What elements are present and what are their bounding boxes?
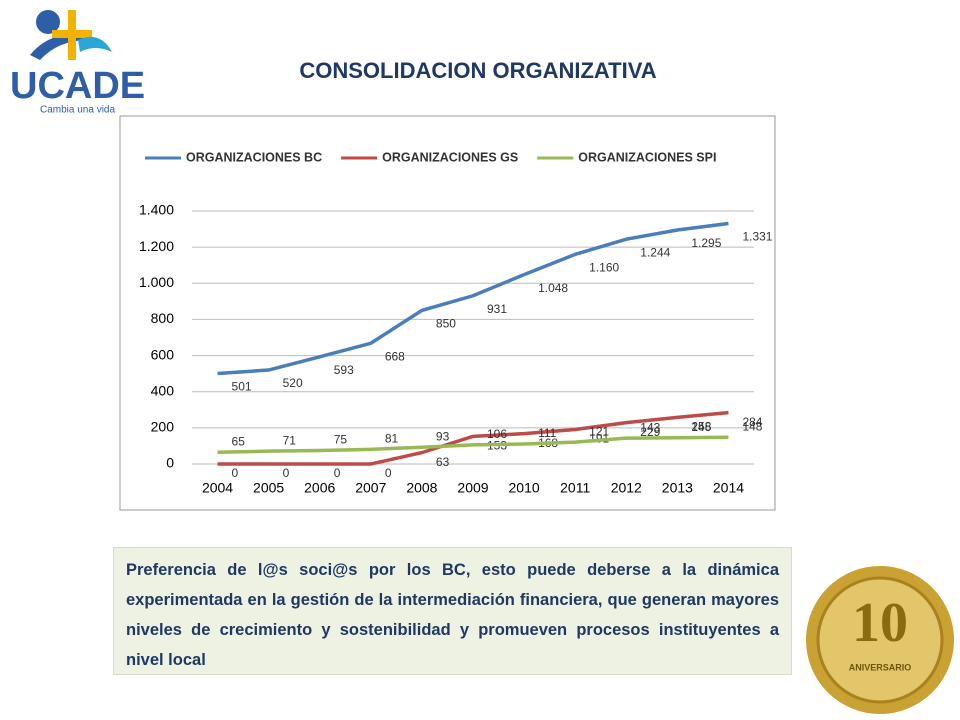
data-label: 0 xyxy=(283,466,290,480)
logo: UCADE Cambia una vida xyxy=(10,10,145,116)
y-tick-label: 1.000 xyxy=(139,274,174,290)
data-label: 850 xyxy=(436,317,456,331)
data-label: 1.048 xyxy=(538,281,568,295)
data-label: 0 xyxy=(334,466,341,480)
data-label: 593 xyxy=(334,363,354,377)
badge-label: ANIVERSARIO xyxy=(849,662,912,672)
x-tick-label: 2009 xyxy=(457,480,488,496)
x-tick-label: 2011 xyxy=(560,480,590,496)
x-tick-label: 2006 xyxy=(304,480,335,496)
data-label: 501 xyxy=(232,380,252,394)
data-label: 65 xyxy=(232,434,246,448)
data-label: 1.331 xyxy=(742,230,772,244)
data-label: 148 xyxy=(742,419,762,433)
y-tick-label: 600 xyxy=(151,346,175,362)
legend-label: ORGANIZACIONES SPI xyxy=(578,150,716,164)
x-tick-label: 2004 xyxy=(202,480,233,496)
x-tick-label: 2012 xyxy=(611,480,642,496)
data-label: 284 xyxy=(742,415,762,429)
y-tick-label: 0 xyxy=(166,455,174,471)
data-label: 81 xyxy=(385,432,399,446)
series-line xyxy=(217,221,729,376)
data-label: 106 xyxy=(487,427,507,441)
x-tick-label: 2008 xyxy=(406,480,437,496)
data-label: 63 xyxy=(436,455,450,469)
logo-text: UCADE xyxy=(10,65,145,107)
y-tick-label: 800 xyxy=(151,310,175,326)
x-tick-label: 2005 xyxy=(253,480,284,496)
data-label: 143 xyxy=(640,420,660,434)
data-label: 1.244 xyxy=(640,245,670,259)
slide-title: CONSOLIDACION ORGANIZATIVA xyxy=(299,58,656,83)
y-tick-label: 200 xyxy=(151,419,175,435)
data-label: 229 xyxy=(640,425,660,439)
data-label: 668 xyxy=(385,349,405,363)
data-label: 93 xyxy=(436,429,450,443)
note-text: Preferencia de l@s soci@s por los BC, es… xyxy=(113,547,792,675)
data-label: 0 xyxy=(385,466,392,480)
data-label: 111 xyxy=(538,426,557,440)
legend-label: ORGANIZACIONES BC xyxy=(186,150,322,164)
data-label: 1.295 xyxy=(691,236,721,250)
x-tick-label: 2010 xyxy=(509,480,540,496)
legend-label: ORGANIZACIONES GS xyxy=(382,150,518,164)
data-label: 258 xyxy=(691,420,711,434)
y-tick-label: 1.400 xyxy=(139,202,174,218)
data-label: 0 xyxy=(232,466,239,480)
badge: 10 ANIVERSARIO xyxy=(806,566,954,714)
data-label: 75 xyxy=(334,433,348,447)
x-tick-label: 2014 xyxy=(713,480,744,496)
series-line xyxy=(217,435,729,455)
badge-number: 10 xyxy=(852,592,908,654)
y-tick-label: 400 xyxy=(151,382,175,398)
data-label: 520 xyxy=(283,376,303,390)
data-label: 1.160 xyxy=(589,261,619,275)
y-tick-label: 1.200 xyxy=(139,238,174,254)
x-tick-label: 2013 xyxy=(662,480,693,496)
data-label: 71 xyxy=(283,433,297,447)
logo-tagline: Cambia una vida xyxy=(40,105,115,116)
series-line xyxy=(217,410,729,466)
data-label: 121 xyxy=(589,424,609,438)
data-label: 931 xyxy=(487,302,507,316)
data-label: 145 xyxy=(691,420,711,434)
x-tick-label: 2007 xyxy=(355,480,386,496)
